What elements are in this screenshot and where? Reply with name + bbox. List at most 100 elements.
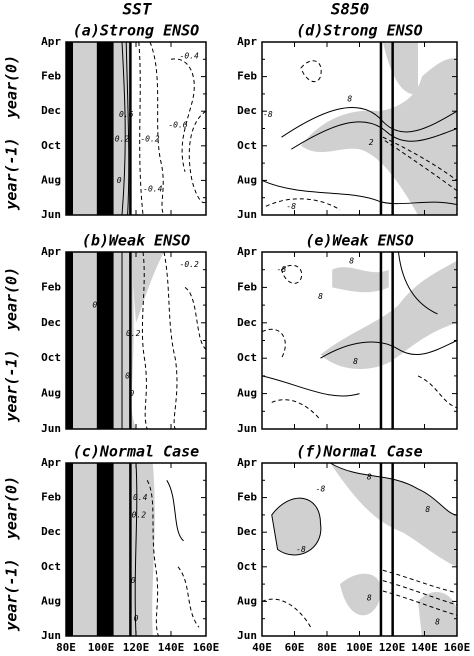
plot-area xyxy=(262,42,457,215)
y-tick-label: Aug xyxy=(41,387,61,400)
contour-line xyxy=(383,581,457,605)
y-tick-label: Dec xyxy=(237,104,257,117)
y-tick-label: Oct xyxy=(41,351,61,364)
contour-line xyxy=(301,61,321,82)
contour-label: 8 xyxy=(353,357,358,366)
shaded-region xyxy=(130,463,155,636)
shaded-region xyxy=(382,42,418,95)
y-tick-label: Dec xyxy=(41,525,61,538)
row-label: year(0) xyxy=(3,476,21,540)
y-tick-label: Oct xyxy=(237,139,257,152)
x-tick-label: 160E xyxy=(193,641,220,654)
shaded-region xyxy=(340,573,381,616)
shaded-region xyxy=(130,252,164,323)
contour-line xyxy=(108,323,112,350)
contour-line xyxy=(321,341,458,359)
contour-label: -0.2 xyxy=(180,260,199,269)
x-tick-label: 100E xyxy=(346,641,373,654)
contour-label: 8 xyxy=(349,256,354,265)
y-tick-label: Jun xyxy=(41,629,61,642)
shaded-region xyxy=(73,252,97,429)
contour-line xyxy=(291,122,457,149)
y-tick-label: Aug xyxy=(237,594,257,607)
x-tick-label: 80E xyxy=(56,641,76,654)
row-label: year(0) xyxy=(3,267,21,331)
contour-label: 0.6 xyxy=(119,110,134,119)
contour-line xyxy=(185,287,206,349)
masked-region xyxy=(96,42,114,215)
y-tick-label: Dec xyxy=(41,104,61,117)
y-tick-label: Apr xyxy=(237,245,257,258)
y-tick-label: Jun xyxy=(237,208,257,221)
y-tick-label: Feb xyxy=(41,280,61,293)
panel-title: (f)Normal Case xyxy=(296,443,422,461)
shaded-region xyxy=(113,463,131,636)
contour-label: 0.2 xyxy=(132,510,147,519)
contour-line xyxy=(135,463,137,636)
contour-line xyxy=(171,59,194,172)
y-tick-label: Apr xyxy=(41,245,61,258)
contour-line xyxy=(282,107,458,137)
contour-line xyxy=(262,180,457,204)
contour-line xyxy=(262,376,360,396)
contour-line xyxy=(142,252,147,429)
contour-label: -8 xyxy=(263,110,273,119)
panel-title: (c)Normal Case xyxy=(73,443,199,461)
contour-line xyxy=(147,480,158,636)
panel-title: (e)Weak ENSO xyxy=(305,232,413,250)
y-tick-label: Jun xyxy=(41,422,61,435)
y-tick-label: Jun xyxy=(41,208,61,221)
contour-label: 0.2 xyxy=(126,329,141,338)
contour-line xyxy=(262,329,285,358)
plot-area xyxy=(262,252,457,420)
y-tick-label: Aug xyxy=(237,173,257,186)
contour-line xyxy=(399,252,438,314)
contour-line xyxy=(272,400,321,420)
y-tick-label: Jun xyxy=(237,422,257,435)
y-tick-label: Oct xyxy=(41,139,61,152)
row-label: year(-1) xyxy=(3,349,21,422)
row-label: year(-1) xyxy=(3,137,21,210)
shaded-region xyxy=(73,463,97,636)
y-tick-label: Dec xyxy=(237,316,257,329)
contour-label: -8 xyxy=(277,265,287,274)
x-tick-label: 80E xyxy=(317,641,337,654)
contour-label: 0 xyxy=(125,371,130,380)
contour-label: 2 xyxy=(369,138,374,147)
row-label: year(0) xyxy=(3,55,21,119)
plot-area xyxy=(66,42,206,215)
masked-region xyxy=(66,42,73,215)
contour-label: 8 xyxy=(367,593,372,602)
contour-line xyxy=(383,570,457,592)
contour-label: 8 xyxy=(425,505,430,514)
contour-label: 8 xyxy=(347,95,352,104)
panel-title: (a)Strong ENSO xyxy=(73,22,199,40)
shaded-region xyxy=(73,42,97,215)
panel-title: (d)Strong ENSO xyxy=(296,22,422,40)
x-tick-label: 60E xyxy=(285,641,305,654)
contour-line xyxy=(272,498,321,555)
y-tick-label: Feb xyxy=(237,70,257,83)
shaded-region xyxy=(271,498,321,555)
x-tick-label: 160E xyxy=(444,641,471,654)
y-tick-label: Apr xyxy=(41,456,61,469)
contour-line xyxy=(383,591,457,615)
plot-area xyxy=(262,463,457,636)
x-tick-label: 120E xyxy=(379,641,406,654)
y-tick-label: Feb xyxy=(41,70,61,83)
contour-line xyxy=(150,42,164,215)
y-tick-label: Apr xyxy=(237,35,257,48)
contour-line xyxy=(189,111,206,202)
contour-label: 0.4 xyxy=(133,493,148,502)
shaded-region xyxy=(332,267,389,293)
contour-label: -8 xyxy=(296,545,306,554)
contour-label: 0 xyxy=(129,389,134,398)
contour-label: 0.4 xyxy=(92,301,107,310)
shaded-region xyxy=(301,58,457,215)
contour-label: 8 xyxy=(367,472,372,481)
contour-line xyxy=(164,252,177,429)
contour-label: 0 xyxy=(134,614,139,623)
plot-area xyxy=(66,463,199,636)
x-tick-label: 40E xyxy=(252,641,272,654)
